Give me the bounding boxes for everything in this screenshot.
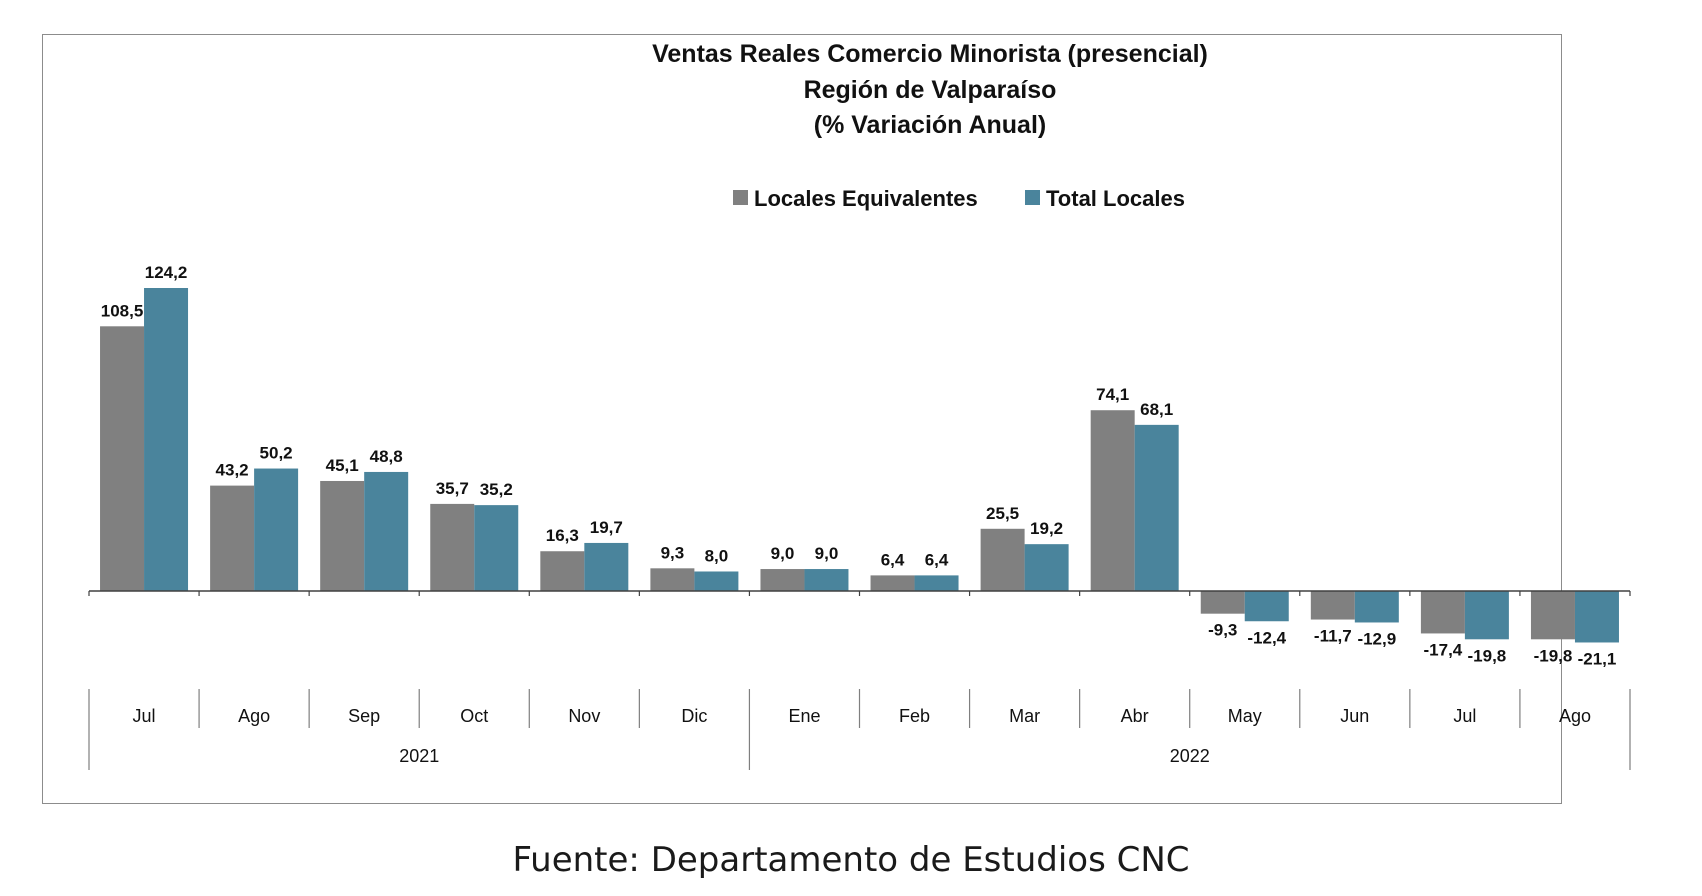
value-label-total-locales-9: 68,1: [1140, 400, 1173, 419]
bar-locales-equivalentes-0: [100, 326, 145, 591]
bar-locales-equivalentes-2: [320, 480, 365, 591]
value-label-locales-equivalentes-9: 74,1: [1096, 385, 1129, 404]
bar-total-locales-1: [254, 468, 299, 591]
value-label-locales-equivalentes-7: 6,4: [881, 550, 905, 569]
value-label-locales-equivalentes-1: 43,2: [216, 461, 249, 480]
bar-total-locales-6: [804, 569, 849, 591]
value-label-locales-equivalentes-8: 25,5: [986, 504, 1019, 523]
legend-label-2: Total Locales: [1046, 186, 1185, 211]
chart-title-line-1: Ventas Reales Comercio Minorista (presen…: [652, 40, 1208, 68]
value-label-total-locales-3: 35,2: [480, 480, 513, 499]
bar-total-locales-4: [584, 542, 629, 591]
value-label-total-locales-7: 6,4: [925, 550, 949, 569]
bar-locales-equivalentes-4: [540, 551, 585, 591]
bar-locales-equivalentes-5: [650, 568, 695, 591]
x-tick-label-8: Mar: [1009, 706, 1040, 726]
x-tick-label-3: Oct: [460, 706, 488, 726]
x-tick-label-6: Ene: [788, 706, 820, 726]
x-tick-label-13: Ago: [1559, 706, 1591, 726]
value-label-locales-equivalentes-4: 16,3: [546, 526, 579, 545]
value-label-total-locales-12: -19,8: [1468, 646, 1507, 665]
value-label-locales-equivalentes-5: 9,3: [661, 543, 685, 562]
value-label-total-locales-13: -21,1: [1578, 649, 1617, 668]
x-tick-label-1: Ago: [238, 706, 270, 726]
value-label-total-locales-1: 50,2: [260, 444, 293, 463]
value-label-locales-equivalentes-11: -11,7: [1314, 627, 1352, 646]
bar-chart: Ventas Reales Comercio Minorista (presen…: [88, 40, 1631, 770]
x-tick-label-11: Jun: [1340, 706, 1369, 726]
chart-frame: [42, 34, 1562, 804]
bar-locales-equivalentes-11: [1310, 591, 1355, 620]
x-tick-label-0: Jul: [133, 706, 156, 726]
x-group-label-2022: 2022: [1170, 746, 1210, 766]
x-tick-label-10: May: [1228, 706, 1262, 726]
bar-locales-equivalentes-9: [1090, 410, 1135, 591]
bar-locales-equivalentes-3: [430, 503, 475, 591]
value-label-locales-equivalentes-13: -19,8: [1534, 646, 1573, 665]
bar-total-locales-11: [1354, 591, 1399, 623]
source-caption: Fuente: Departamento de Estudios CNC: [512, 840, 1190, 880]
value-label-locales-equivalentes-2: 45,1: [326, 456, 359, 475]
legend-swatch-1: [733, 190, 748, 205]
chart-bars: [100, 288, 1619, 643]
value-label-total-locales-5: 8,0: [705, 546, 729, 565]
value-label-total-locales-2: 48,8: [370, 447, 403, 466]
value-label-locales-equivalentes-6: 9,0: [771, 544, 795, 563]
x-tick-label-2: Sep: [348, 706, 380, 726]
bar-locales-equivalentes-12: [1420, 591, 1465, 634]
value-label-locales-equivalentes-10: -9,3: [1208, 621, 1237, 640]
bar-locales-equivalentes-8: [980, 528, 1025, 591]
x-tick-label-4: Nov: [568, 706, 600, 726]
chart-title: Ventas Reales Comercio Minorista (presen…: [652, 40, 1208, 139]
bar-total-locales-2: [364, 471, 409, 591]
bar-total-locales-7: [914, 575, 959, 591]
bar-total-locales-13: [1574, 591, 1619, 643]
value-label-total-locales-6: 9,0: [815, 544, 839, 563]
value-label-locales-equivalentes-12: -17,4: [1424, 640, 1463, 659]
bar-total-locales-5: [694, 571, 739, 591]
bar-locales-equivalentes-6: [760, 569, 805, 591]
chart-x-axis: Jul Ago Sep Oct Nov Dic Ene Feb Mar Abr May Jun Jul A…: [88, 590, 1631, 770]
value-label-total-locales-4: 19,7: [590, 518, 623, 537]
bar-total-locales-10: [1244, 591, 1289, 622]
legend-label-1: Locales Equivalentes: [754, 186, 978, 211]
chart-legend: Locales Equivalentes Total Locales: [733, 186, 1185, 211]
bar-total-locales-12: [1464, 591, 1509, 640]
bar-total-locales-9: [1134, 424, 1179, 591]
bar-total-locales-3: [474, 505, 519, 591]
chart-title-line-3: (% Variación Anual): [814, 111, 1046, 139]
value-label-locales-equivalentes-0: 108,5: [101, 301, 144, 320]
value-label-locales-equivalentes-3: 35,7: [436, 479, 469, 498]
chart-value-labels: 108,5 43,2 45,1 35,7 16,3 9,3 9,0 6,4 25,5 74,1 -9…: [101, 263, 1617, 668]
bar-locales-equivalentes-13: [1530, 591, 1575, 640]
value-label-total-locales-11: -12,9: [1357, 629, 1396, 648]
bar-locales-equivalentes-10: [1200, 591, 1245, 614]
value-label-total-locales-0: 124,2: [145, 263, 188, 282]
bar-total-locales-8: [1024, 544, 1069, 591]
bar-locales-equivalentes-1: [210, 485, 255, 591]
x-tick-label-7: Feb: [899, 706, 930, 726]
x-tick-label-5: Dic: [681, 706, 707, 726]
chart-title-line-2: Región de Valparaíso: [804, 76, 1057, 104]
value-label-total-locales-10: -12,4: [1247, 628, 1286, 647]
value-label-total-locales-8: 19,2: [1030, 519, 1063, 538]
legend-swatch-2: [1025, 190, 1040, 205]
x-tick-label-9: Abr: [1121, 706, 1149, 726]
bar-locales-equivalentes-7: [870, 575, 915, 591]
bar-total-locales-0: [144, 288, 189, 591]
x-tick-label-12: Jul: [1453, 706, 1476, 726]
x-group-label-2021: 2021: [399, 746, 439, 766]
